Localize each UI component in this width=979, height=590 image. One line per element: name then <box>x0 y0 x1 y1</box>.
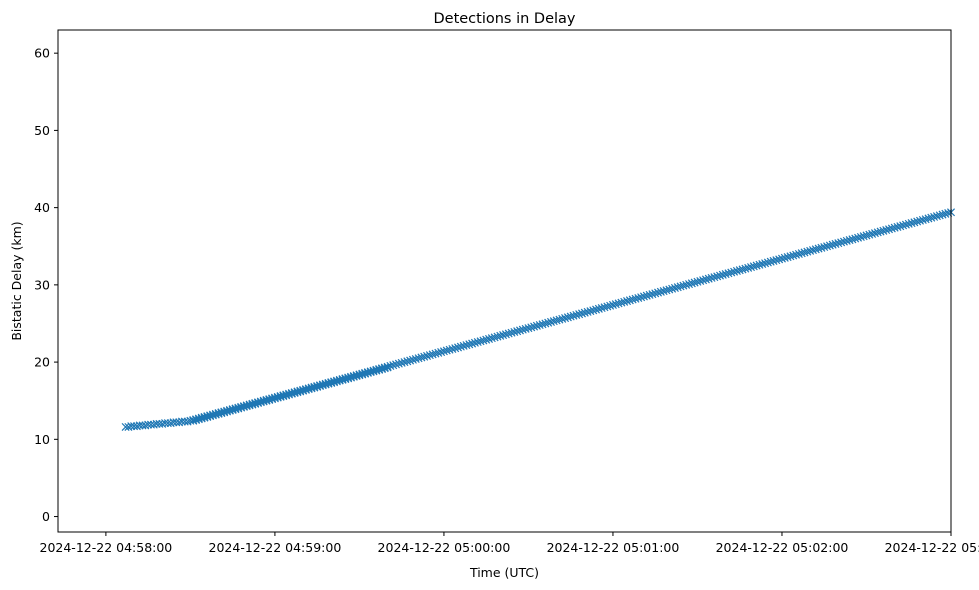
y-axis-ticks: 0 10 20 30 40 50 60 <box>34 46 58 524</box>
y-tick-label: 40 <box>34 200 50 215</box>
x-axis-label: Time (UTC) <box>469 565 539 580</box>
detection-point <box>380 364 389 373</box>
plot-frame <box>57 29 952 533</box>
y-tick-label: 60 <box>34 46 50 61</box>
y-tick-label: 0 <box>42 509 50 524</box>
x-tick-label: 2024-12-22 05:03:00 <box>885 540 979 555</box>
detection-point <box>383 363 392 372</box>
x-tick-label: 2024-12-22 05:02:00 <box>716 540 849 555</box>
x-tick-label: 2024-12-22 05:01:00 <box>547 540 680 555</box>
y-tick-label: 10 <box>34 432 50 447</box>
y-tick-label: 30 <box>34 277 50 292</box>
chart-title: Detections in Delay <box>433 11 575 27</box>
x-axis-ticks: 2024-12-22 04:58:00 2024-12-22 04:59:00 20… <box>40 532 979 555</box>
plot-markers-group <box>121 208 956 431</box>
x-tick-label: 2024-12-22 05:00:00 <box>378 540 511 555</box>
x-tick-label: 2024-12-22 04:59:00 <box>209 540 342 555</box>
x-tick-label: 2024-12-22 04:58:00 <box>40 540 173 555</box>
y-axis-label: Bistatic Delay (km) <box>9 221 24 340</box>
y-tick-label: 50 <box>34 123 50 138</box>
y-tick-label: 20 <box>34 355 50 370</box>
